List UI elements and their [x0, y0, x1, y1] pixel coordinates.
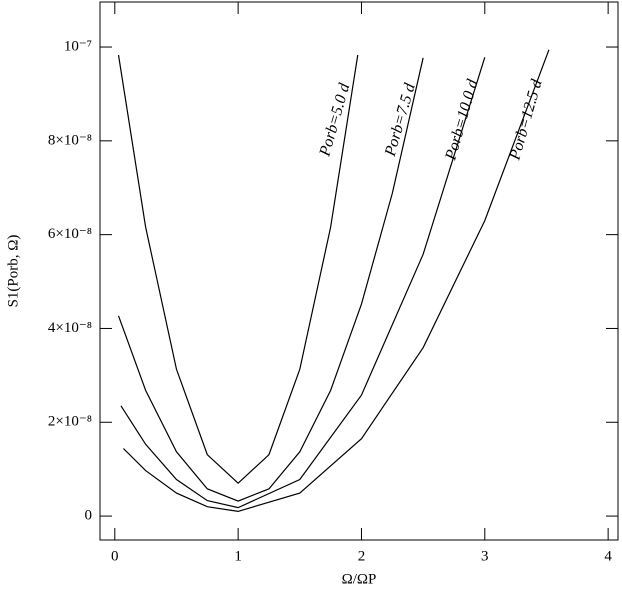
series-label: Porb=12.5 d — [506, 77, 546, 163]
y-tick-label: 8×10⁻⁸ — [48, 132, 92, 148]
x-tick-label: 0 — [111, 548, 119, 564]
x-tick-label: 1 — [234, 548, 242, 564]
x-tick-label: 4 — [604, 548, 612, 564]
y-tick-label: 2×10⁻⁸ — [48, 414, 92, 430]
x-tick-label: 3 — [481, 548, 489, 564]
series-label: Porb=7.5 d — [382, 81, 420, 160]
y-tick-label: 6×10⁻⁸ — [48, 226, 92, 242]
y-tick-label: 0 — [85, 508, 93, 524]
series-label: Porb=10.0 d — [442, 77, 482, 163]
y-axis-label: S1(Porb, Ω) — [5, 235, 21, 308]
x-tick-label: 2 — [358, 548, 366, 564]
y-tick-label: 4×10⁻⁸ — [48, 320, 92, 336]
x-axis-label: Ω/ΩP — [342, 571, 377, 587]
y-tick-label: 10⁻⁷ — [64, 38, 92, 54]
series-line — [117, 57, 424, 502]
series-line — [117, 54, 359, 485]
series-line — [123, 49, 550, 513]
series-line — [120, 57, 486, 509]
plot-frame — [99, 1, 619, 541]
